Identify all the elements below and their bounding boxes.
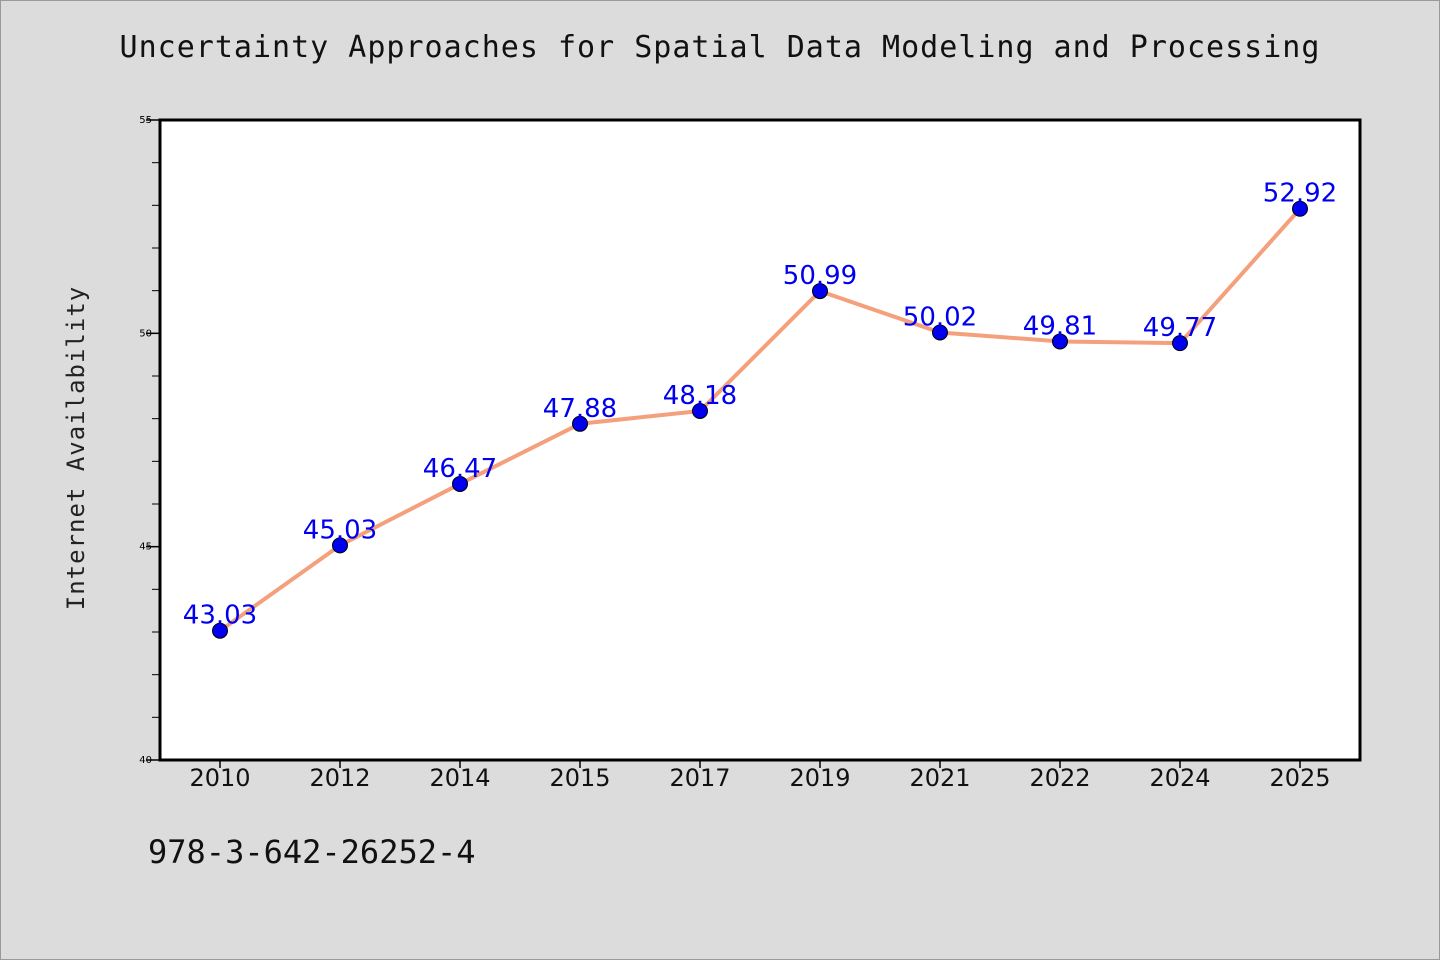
x-tick-label: 2021 — [909, 764, 970, 792]
data-point — [932, 324, 948, 341]
x-axis: 2010 2012 2014 2015 2017 2019 2021 2022 2024 2025 — [189, 760, 1331, 792]
y-tick-label: 50 — [139, 328, 152, 339]
series-line — [218, 206, 1302, 633]
y-axis: 40 45 50 55 — [139, 115, 160, 766]
x-tick-label: 2012 — [309, 764, 370, 792]
data-markers — [212, 200, 1308, 639]
y-tick-label: 45 — [139, 542, 152, 553]
x-tick-label: 2022 — [1029, 764, 1090, 792]
y-tick-label: 40 — [139, 755, 152, 766]
data-label: 50.99 — [783, 261, 857, 291]
plot-area — [158, 118, 1362, 762]
data-point — [1052, 333, 1068, 350]
data-label: 49.77 — [1143, 313, 1217, 343]
x-tick-label: 2019 — [789, 764, 850, 792]
y-tick-label: 55 — [139, 115, 152, 126]
data-point — [452, 475, 468, 492]
data-label: 48.18 — [663, 381, 737, 411]
x-tick-label: 2017 — [669, 764, 730, 792]
data-point — [332, 537, 348, 554]
data-point — [212, 622, 228, 639]
chart-title: Uncertainty Approaches for Spatial Data … — [119, 30, 1321, 65]
data-label: 52.92 — [1263, 179, 1337, 209]
data-point — [812, 283, 828, 300]
data-label: 47.88 — [543, 394, 617, 424]
data-label: 50.02 — [903, 302, 977, 332]
x-tick-label: 2014 — [429, 764, 490, 792]
data-labels: 43.03 45.03 46.47 47.88 48.18 50.99 50.02 49.81… — [183, 179, 1337, 631]
footnote-isbn: 978-3-642-26252-4 — [148, 833, 476, 871]
data-point — [572, 415, 588, 432]
data-label: 46.47 — [423, 454, 497, 484]
data-point — [1292, 200, 1308, 217]
data-label: 49.81 — [1023, 311, 1097, 341]
x-tick-label: 2024 — [1149, 764, 1210, 792]
data-label: 43.03 — [183, 601, 257, 631]
x-tick-label: 2010 — [189, 764, 250, 792]
data-point — [692, 402, 708, 419]
data-point — [1172, 335, 1188, 352]
data-label: 45.03 — [303, 515, 377, 545]
x-tick-label: 2025 — [1269, 764, 1330, 792]
x-tick-label: 2015 — [549, 764, 610, 792]
